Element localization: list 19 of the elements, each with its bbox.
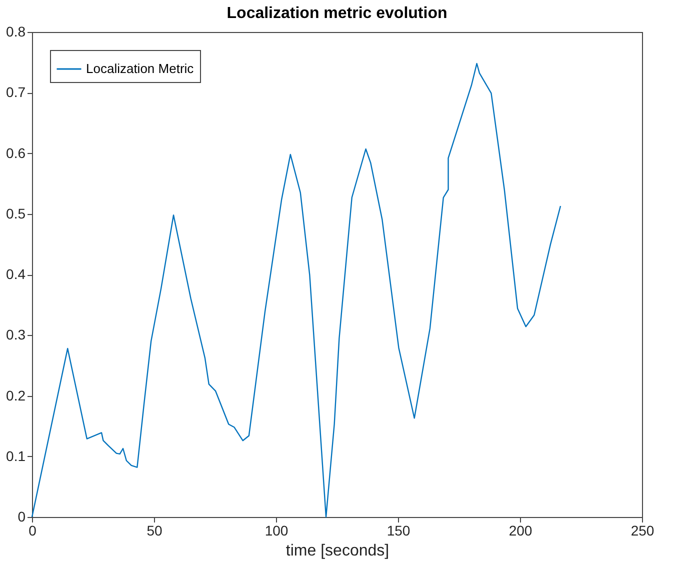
x-tick-label: 50 (146, 522, 162, 538)
y-tick-label: 0.5 (6, 205, 26, 222)
y-tick-label: 0.7 (6, 84, 26, 100)
y-tick-label: 0.4 (6, 266, 26, 282)
line-series (31, 62, 562, 518)
x-tick-label: 100 (264, 522, 288, 538)
y-tick-label: 0.3 (6, 326, 26, 343)
y-tick-label: 0.6 (6, 144, 26, 161)
x-tick-label: 250 (630, 522, 654, 538)
x-axis-title: time [seconds] (286, 542, 390, 560)
y-tick-label: 0.2 (6, 387, 26, 404)
y-tick-label: 0.1 (6, 448, 26, 464)
legend-label: Localization Metric (86, 61, 194, 76)
x-tick-label: 200 (508, 522, 532, 538)
y-tick-label: 0.8 (6, 24, 26, 40)
x-tick-label: 150 (386, 522, 410, 538)
y-tick-label: 0 (18, 508, 26, 524)
chart-title: Localization metric evolution (226, 5, 448, 22)
x-tick-label: 0 (28, 522, 37, 538)
